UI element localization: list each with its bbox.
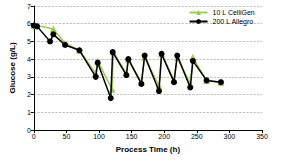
svg-text:150: 150 xyxy=(126,133,138,140)
svg-text:5: 5 xyxy=(27,38,31,45)
svg-text:100: 100 xyxy=(93,133,105,140)
svg-text:1: 1 xyxy=(27,109,31,116)
svg-text:7: 7 xyxy=(27,3,31,10)
svg-text:Glucose (g/L): Glucose (g/L) xyxy=(8,42,17,93)
svg-text:2: 2 xyxy=(27,91,31,98)
svg-text:6: 6 xyxy=(27,20,31,27)
svg-text:250: 250 xyxy=(191,133,203,140)
svg-text:50: 50 xyxy=(62,133,70,140)
svg-text:0: 0 xyxy=(27,127,31,134)
svg-text:10 L CelliGen: 10 L CelliGen xyxy=(213,9,255,16)
svg-text:3: 3 xyxy=(27,73,31,80)
svg-text:300: 300 xyxy=(224,133,236,140)
svg-text:350: 350 xyxy=(256,133,268,140)
svg-text:200: 200 xyxy=(158,133,170,140)
svg-text:200 L Allegro: 200 L Allegro xyxy=(213,18,254,26)
svg-text:4: 4 xyxy=(27,56,31,63)
svg-text:0: 0 xyxy=(32,133,36,140)
svg-text:Process Time (h): Process Time (h) xyxy=(116,145,181,154)
